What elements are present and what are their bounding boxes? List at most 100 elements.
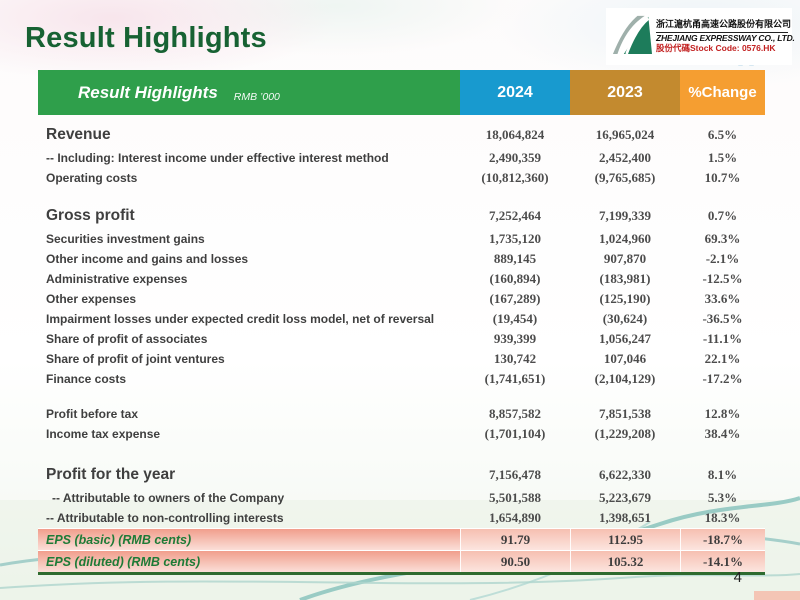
row-label: -- Attributable to owners of the Company (52, 491, 285, 505)
row-value-2024: 90.50 (460, 551, 570, 572)
row-value-2023: 1,024,960 (599, 231, 651, 246)
row-value-change: 38.4% (704, 426, 741, 441)
row-label: Other expenses (46, 292, 137, 306)
row-value-change: 33.6% (704, 291, 741, 306)
row-value-change: -17.2% (702, 371, 743, 386)
table-row: Other income and gains and losses 889,145… (38, 249, 765, 269)
row-value-2024: (167,289) (489, 291, 541, 306)
table-row-eps: EPS (diluted) (RMB cents) 90.50 105.32 -14.… (38, 550, 765, 572)
row-label: Operating costs (46, 171, 138, 185)
company-logo-icon (612, 12, 652, 61)
row-label: Impairment losses under expected credit … (46, 312, 435, 326)
row-label: EPS (basic) (RMB cents) (38, 529, 460, 550)
company-name-chinese: 浙江滬杭甬高速公路股份有限公司 (656, 19, 791, 33)
row-value-2023: (125,190) (599, 291, 651, 306)
table-row: Share of profit of joint ventures 130,742… (38, 349, 765, 369)
row-label: Other income and gains and losses (46, 252, 249, 266)
company-name-english: ZHEJIANG EXPRESSWAY CO., LTD. (656, 32, 795, 43)
stock-code: 股份代碼Stock Code: 0576.HK (656, 43, 776, 54)
row-label: Income tax expense (46, 427, 161, 441)
row-value-change: 12.8% (704, 406, 741, 421)
row-value-2023: (30,624) (602, 311, 648, 326)
table-bottom-border (38, 572, 765, 575)
row-value-change: 5.3% (707, 490, 738, 505)
page-number: 4 (733, 569, 742, 586)
row-value-2024: (19,454) (492, 311, 538, 326)
header-col-2023: 2023 (570, 70, 680, 115)
row-value-2023: 7,851,538 (599, 406, 651, 421)
table-row: -- Including: Interest income under effe… (38, 148, 765, 168)
row-value-change: -12.5% (702, 271, 743, 286)
row-value-2024: 889,145 (493, 251, 537, 266)
row-value-2023: 16,965,024 (595, 127, 655, 142)
table-row: Administrative expenses (160,894) (183,981… (38, 269, 765, 289)
page-title: Result Highlights (25, 22, 267, 54)
row-value-2023: 2,452,400 (599, 150, 651, 165)
table-row-eps: EPS (basic) (RMB cents) 91.79 112.95 -18.7% (38, 528, 765, 550)
table-row: Share of profit of associates 939,399 1,05… (38, 329, 765, 349)
company-logo-text: 浙江滬杭甬高速公路股份有限公司 ZHEJIANG EXPRESSWAY CO.,… (656, 19, 795, 54)
row-value-change: 1.5% (707, 150, 738, 165)
row-value-2024: 2,490,359 (489, 150, 541, 165)
row-value-2024: 7,156,478 (489, 467, 541, 482)
table-row: Other expenses (167,289) (125,190) 33.6% (38, 289, 765, 309)
row-value-change: 8.1% (707, 467, 738, 482)
row-label: -- Including: Interest income under effe… (46, 151, 389, 165)
row-value-2023: (9,765,685) (594, 170, 656, 185)
row-value-change: -36.5% (702, 311, 743, 326)
row-value-2024: 18,064,824 (485, 127, 545, 142)
table-row: Revenue 18,064,824 16,965,024 6.5% (38, 122, 765, 148)
row-value-2024: 1,735,120 (489, 231, 541, 246)
table-row: Gross profit 7,252,464 7,199,339 0.7% (38, 203, 765, 229)
row-value-2023: 5,223,679 (599, 490, 651, 505)
table-row: -- Attributable to non-controlling inter… (38, 508, 765, 528)
row-label: Finance costs (46, 372, 127, 386)
row-value-2024: (1,741,651) (484, 371, 546, 386)
table-row: Operating costs (10,812,360) (9,765,685) 10… (38, 168, 765, 188)
table-body: Revenue 18,064,824 16,965,024 6.5% -- Includ… (38, 115, 765, 572)
row-value-2023: (2,104,129) (594, 371, 656, 386)
row-label: EPS (diluted) (RMB cents) (38, 551, 460, 572)
background-corner-accent (754, 591, 800, 600)
table-row: Income tax expense (1,701,104) (1,229,208)… (38, 424, 765, 444)
row-value-2023: (183,981) (599, 271, 651, 286)
row-value-2023: 105.32 (570, 551, 680, 572)
row-value-change: 0.7% (707, 208, 738, 223)
row-value-change: -11.1% (702, 331, 743, 346)
row-value-2023: 1,398,651 (599, 510, 651, 525)
row-value-change: 69.3% (704, 231, 741, 246)
row-label: Share of profit of joint ventures (46, 352, 225, 366)
row-label: Share of profit of associates (46, 332, 208, 346)
row-value-change: 10.7% (704, 170, 741, 185)
row-value-2023: 1,056,247 (599, 331, 651, 346)
table-row: Profit before tax 8,857,582 7,851,538 12.8% (38, 404, 765, 424)
row-value-2024: 7,252,464 (489, 208, 541, 223)
row-label: Profit before tax (46, 407, 139, 421)
table-header-title: Result Highlights (78, 82, 218, 102)
row-value-2024: 939,399 (493, 331, 537, 346)
row-label: Securities investment gains (46, 232, 205, 246)
row-value-change: 6.5% (707, 127, 738, 142)
row-label: Gross profit (46, 207, 135, 224)
row-value-change: -2.1% (705, 251, 740, 266)
row-value-change: -18.7% (680, 529, 765, 550)
row-label: Revenue (46, 126, 111, 143)
row-value-2024: (10,812,360) (481, 170, 549, 185)
row-value-2024: 8,857,582 (489, 406, 541, 421)
row-value-change: -14.1% (680, 551, 765, 572)
row-value-2023: 112.95 (570, 529, 680, 550)
row-label: Administrative expenses (46, 272, 188, 286)
table-header-unit: RMB ’000 (233, 90, 280, 103)
row-value-change: 18.3% (704, 510, 741, 525)
table-header-title-cell: Result Highlights RMB ’000 (38, 70, 460, 115)
row-value-2024: 1,654,890 (489, 510, 541, 525)
row-label: -- Attributable to non-controlling inter… (46, 511, 284, 525)
table-row: Securities investment gains 1,735,120 1,02… (38, 229, 765, 249)
row-value-2023: 907,870 (603, 251, 647, 266)
row-value-2024: 5,501,588 (489, 490, 541, 505)
row-value-2023: 107,046 (603, 351, 647, 366)
row-label: Profit for the year (46, 466, 176, 483)
row-value-2024: (160,894) (489, 271, 541, 286)
table-row: -- Attributable to owners of the Company… (38, 488, 765, 508)
